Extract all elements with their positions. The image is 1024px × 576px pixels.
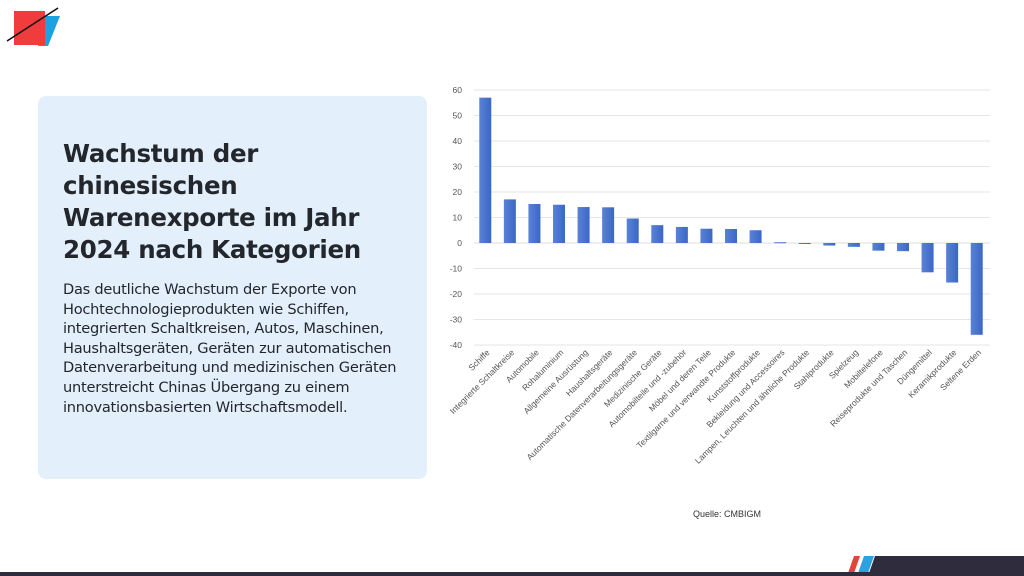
y-tick-label: -20 <box>450 289 463 299</box>
y-tick-label: 0 <box>457 238 462 248</box>
bar-20 <box>946 243 959 283</box>
footer-red-stripe <box>847 556 860 576</box>
source-note: Quelle: CMBIGM <box>693 509 762 519</box>
bar-19 <box>921 243 934 273</box>
x-tick-label: Lampen, Leuchten und ähnliche Produkte <box>693 347 812 466</box>
brand-logo <box>6 7 60 46</box>
y-tick-label: 40 <box>453 136 463 146</box>
footer-decoration <box>847 556 1024 576</box>
bar-9 <box>675 226 688 243</box>
bar-6 <box>602 207 615 243</box>
bar-12 <box>749 230 762 243</box>
bar-4 <box>553 204 565 243</box>
bar-8 <box>651 225 664 243</box>
text-panel: Wachstum der chinesischen Warenexporte i… <box>38 96 427 479</box>
logo-slash-line <box>6 7 59 42</box>
footer-bar <box>0 572 1024 576</box>
bar-1 <box>479 97 492 244</box>
bar-15 <box>823 243 836 246</box>
slide-title: Wachstum der chinesischen Warenexporte i… <box>63 139 361 264</box>
bar-18 <box>897 243 909 252</box>
bar-13 <box>774 242 787 244</box>
y-tick-label: -30 <box>450 315 463 325</box>
slide-description: Das deutliche Wachstum der Exporte von H… <box>63 281 397 416</box>
y-tick-label: 60 <box>453 85 463 95</box>
bar-11 <box>725 228 737 243</box>
bar-21 <box>970 243 983 335</box>
y-tick-label: 10 <box>453 213 463 223</box>
bar-16 <box>847 243 860 247</box>
y-tick-label: 50 <box>453 111 463 121</box>
y-tick-label: 20 <box>453 187 463 197</box>
bar-3 <box>528 203 541 243</box>
bar-17 <box>872 243 885 251</box>
footer-dark-band <box>868 556 1024 576</box>
bar-2 <box>503 199 516 243</box>
bar-5 <box>577 207 590 243</box>
bar-chart: 6050403020100-10-20-30-40SchiffeIntegrie… <box>448 85 990 466</box>
y-tick-label: -10 <box>450 264 463 274</box>
bar-7 <box>626 218 639 243</box>
y-tick-label: -40 <box>450 340 463 350</box>
logo-red-square <box>14 11 45 45</box>
bar-10 <box>700 228 713 243</box>
y-tick-label: 30 <box>453 162 463 172</box>
bar-14 <box>798 243 811 244</box>
footer-blue-stripe <box>857 556 874 576</box>
